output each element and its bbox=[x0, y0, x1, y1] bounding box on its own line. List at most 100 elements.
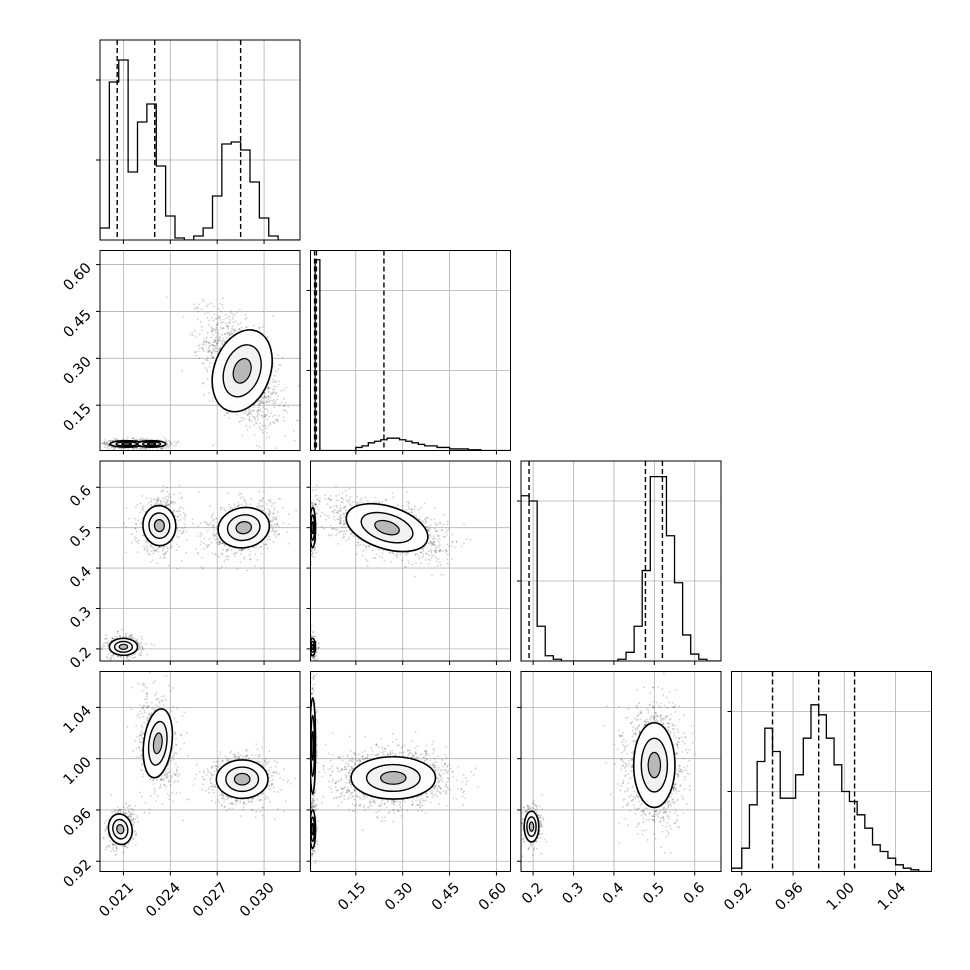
sample-point bbox=[225, 321, 227, 324]
sample-point bbox=[216, 538, 219, 540]
sample-point bbox=[272, 392, 274, 395]
sample-point bbox=[105, 656, 108, 659]
sample-point bbox=[202, 382, 204, 385]
sample-point bbox=[279, 364, 282, 367]
sample-point bbox=[129, 635, 131, 638]
sample-point bbox=[252, 406, 255, 409]
sample-point bbox=[111, 637, 114, 639]
sample-point bbox=[173, 509, 176, 511]
sample-point bbox=[180, 559, 183, 562]
sample-point bbox=[269, 399, 271, 402]
sample-point bbox=[282, 522, 285, 525]
sample-point bbox=[232, 330, 235, 333]
sample-point bbox=[431, 574, 433, 577]
sample-point bbox=[267, 513, 270, 516]
sample-point bbox=[184, 513, 187, 516]
sample-point bbox=[444, 548, 447, 551]
sample-point bbox=[263, 490, 265, 493]
sample-point bbox=[173, 493, 176, 496]
sample-point bbox=[176, 441, 179, 444]
sample-point bbox=[117, 447, 120, 450]
sample-point bbox=[227, 556, 230, 558]
sample-point bbox=[228, 322, 230, 324]
sample-point bbox=[295, 419, 298, 422]
sample-point bbox=[442, 523, 445, 526]
sample-point bbox=[219, 319, 222, 321]
sample-point bbox=[267, 387, 270, 390]
sample-point bbox=[202, 362, 204, 365]
sample-point bbox=[260, 508, 263, 511]
sample-point bbox=[111, 637, 114, 640]
sample-point bbox=[175, 442, 177, 445]
sample-point bbox=[271, 525, 274, 527]
sample-point bbox=[438, 541, 441, 544]
sample-point bbox=[274, 525, 277, 527]
sample-point bbox=[339, 520, 342, 523]
sample-point bbox=[135, 530, 138, 533]
sample-point bbox=[176, 567, 179, 570]
sample-point bbox=[144, 438, 147, 441]
sample-point bbox=[236, 568, 239, 571]
sample-point bbox=[155, 548, 158, 551]
sample-point bbox=[212, 334, 214, 336]
sample-point bbox=[116, 632, 119, 635]
sample-point bbox=[211, 351, 214, 354]
sample-point bbox=[435, 530, 437, 532]
sample-point bbox=[247, 412, 250, 415]
sample-point bbox=[227, 558, 229, 561]
sample-point bbox=[331, 534, 333, 536]
sample-point bbox=[222, 337, 224, 340]
sample-point bbox=[227, 492, 230, 494]
sample-point bbox=[328, 534, 331, 537]
sample-point bbox=[210, 541, 213, 544]
sample-point bbox=[260, 541, 263, 544]
sample-point bbox=[108, 447, 111, 450]
sample-point bbox=[151, 546, 154, 549]
sample-point bbox=[206, 370, 208, 373]
sample-point bbox=[165, 551, 168, 554]
sample-point bbox=[276, 418, 278, 421]
sample-point bbox=[234, 551, 237, 554]
sample-point bbox=[339, 522, 341, 525]
sample-point bbox=[106, 441, 109, 444]
sample-point bbox=[437, 534, 439, 536]
sample-point bbox=[382, 549, 385, 552]
sample-point bbox=[261, 429, 264, 432]
sample-point bbox=[207, 350, 210, 353]
sample-point bbox=[205, 341, 208, 343]
sample-point bbox=[286, 531, 289, 533]
sample-point bbox=[178, 536, 181, 539]
sample-point bbox=[175, 510, 178, 513]
sample-point bbox=[254, 553, 257, 556]
sample-point bbox=[265, 401, 268, 404]
sample-point bbox=[208, 319, 210, 322]
sample-point bbox=[198, 344, 201, 346]
sample-point bbox=[221, 542, 224, 545]
sample-point bbox=[210, 351, 213, 353]
sample-point bbox=[211, 397, 214, 400]
sample-point bbox=[264, 414, 267, 416]
sample-point bbox=[215, 533, 218, 535]
sample-point bbox=[121, 628, 124, 631]
sample-point bbox=[208, 400, 211, 403]
sample-point bbox=[267, 386, 270, 389]
sample-point bbox=[267, 395, 270, 398]
sample-point bbox=[123, 447, 126, 450]
sample-point bbox=[212, 526, 215, 528]
sample-point bbox=[258, 422, 261, 424]
sample-point bbox=[210, 354, 212, 357]
sample-point bbox=[155, 500, 158, 503]
sample-point bbox=[330, 498, 333, 501]
sample-point bbox=[258, 399, 261, 402]
sample-point bbox=[102, 643, 105, 646]
sample-point bbox=[198, 357, 201, 360]
sample-point bbox=[275, 380, 278, 383]
sample-point bbox=[255, 505, 258, 508]
sample-point bbox=[276, 420, 279, 423]
sample-point bbox=[304, 502, 306, 504]
sample-point bbox=[274, 418, 277, 421]
sample-point bbox=[205, 305, 208, 308]
sample-point bbox=[185, 531, 188, 533]
sample-point bbox=[231, 312, 234, 315]
